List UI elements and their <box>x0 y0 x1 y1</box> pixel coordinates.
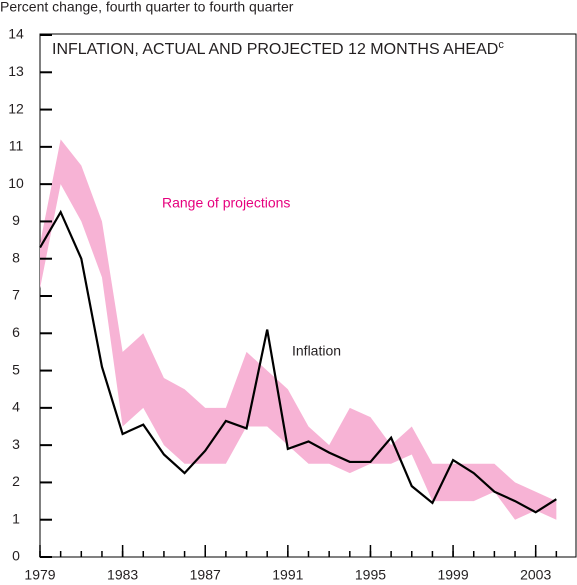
inflation-line <box>39 209 557 514</box>
y-tick-label: 3 <box>12 436 20 452</box>
x-tick-label: 1999 <box>437 567 468 583</box>
title-text: INFLATION, ACTUAL AND PROJECTED 12 MONTH… <box>52 41 498 58</box>
y-tick-label: 10 <box>8 175 24 191</box>
range-label: Range of projections <box>162 195 290 211</box>
y-tick-label: 4 <box>12 399 20 415</box>
x-tick-label: 1991 <box>272 567 303 583</box>
y-tick-label: 14 <box>8 26 24 42</box>
series-label: Inflation <box>292 343 341 359</box>
y-tick-label: 0 <box>12 548 20 564</box>
title-superscript: c <box>498 39 504 51</box>
y-tick-label: 9 <box>12 212 20 228</box>
x-tick-label: 1979 <box>24 567 55 583</box>
chart-title: INFLATION, ACTUAL AND PROJECTED 12 MONTH… <box>52 39 504 58</box>
y-tick-label: 2 <box>12 473 20 489</box>
projection-range <box>40 139 557 520</box>
x-tick-label: 2003 <box>520 567 551 583</box>
y-tick-label: 12 <box>8 100 24 116</box>
y-tick-label: 11 <box>9 138 24 154</box>
axis-note: Percent change, fourth quarter to fourth… <box>0 0 294 15</box>
x-tick-label: 1987 <box>190 567 221 583</box>
y-tick-label: 8 <box>12 249 20 265</box>
x-tick-label: 1983 <box>107 567 138 583</box>
y-tick-label: 5 <box>12 361 20 377</box>
y-tick-label: 1 <box>12 510 20 526</box>
y-tick-label: 6 <box>12 324 20 340</box>
y-tick-label: 7 <box>12 287 20 303</box>
x-tick-label: 1995 <box>355 567 386 583</box>
y-tick-label: 13 <box>8 63 24 79</box>
